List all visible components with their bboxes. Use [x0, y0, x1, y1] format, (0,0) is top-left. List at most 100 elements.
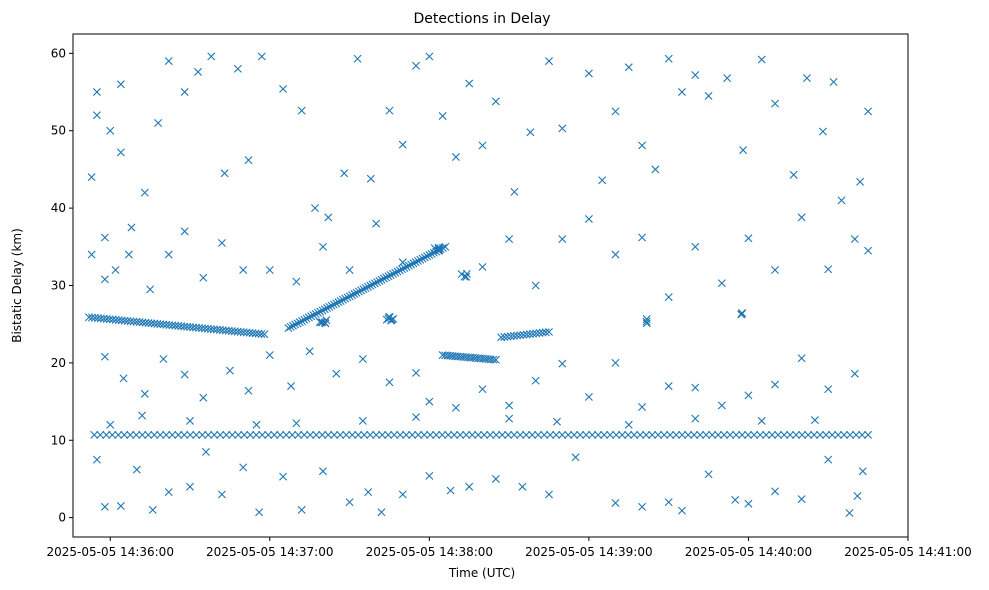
data-point-460 [138, 411, 147, 420]
data-point-376 [558, 235, 567, 244]
y-tick-label-2: 20 [51, 356, 66, 370]
data-point-301 [100, 233, 109, 242]
track-point-182 [402, 430, 411, 439]
data-point-320 [340, 169, 349, 178]
track-point-156 [246, 430, 255, 439]
track-point-223 [648, 430, 657, 439]
data-point-467 [552, 417, 561, 426]
track-point-78 [325, 302, 334, 311]
track-point-237 [732, 430, 741, 439]
track-point-145 [180, 430, 189, 439]
track-point-241 [756, 430, 765, 439]
track-point-81 [332, 299, 341, 308]
x-tick-label-1: 2025-05-05 14:37:00 [206, 545, 333, 559]
data-point-388 [864, 246, 873, 255]
track-point-70 [307, 312, 316, 321]
track-point-132 [102, 430, 111, 439]
track-point-255 [840, 430, 849, 439]
track-point-290 [522, 330, 531, 339]
track-point-235 [720, 430, 729, 439]
track-point-240 [750, 430, 759, 439]
data-point-351 [802, 74, 811, 83]
track-point-297 [545, 327, 553, 336]
track-point-69 [304, 313, 313, 322]
track-point-208 [558, 430, 567, 439]
data-point-326 [425, 52, 434, 61]
data-point-328 [451, 153, 460, 162]
track-point-281 [491, 355, 500, 364]
data-point-443 [518, 482, 527, 491]
data-point-363 [180, 227, 189, 236]
track-point-251 [816, 430, 825, 439]
data-point-314 [244, 156, 253, 165]
track-point-287 [513, 331, 522, 340]
track-point-188 [438, 430, 447, 439]
data-point-442 [491, 474, 500, 483]
data-point-439 [425, 471, 434, 480]
data-point-471 [810, 416, 819, 425]
data-point-420 [850, 369, 859, 378]
track-point-294 [535, 329, 544, 338]
track-point-192 [462, 430, 471, 439]
track-point-134 [114, 430, 123, 439]
data-point-325 [412, 61, 421, 70]
track-point-164 [294, 430, 303, 439]
data-point-311 [207, 52, 216, 61]
track-point-64 [293, 319, 302, 328]
data-point-306 [140, 188, 149, 197]
track-point-79 [327, 301, 336, 310]
chart-title: Detections in Delay [413, 11, 550, 27]
track-point-120 [420, 253, 429, 262]
track-point-144 [174, 430, 183, 439]
data-point-436 [364, 488, 373, 497]
data-point-327 [438, 112, 447, 121]
track-point-221 [636, 430, 645, 439]
x-tick-label-0: 2025-05-05 14:36:00 [47, 545, 174, 559]
data-point-335 [558, 124, 567, 133]
data-point-366 [239, 266, 248, 275]
track-point-170 [330, 430, 339, 439]
track-point-58 [257, 329, 266, 338]
cluster-point-487 [321, 319, 330, 328]
data-point-470 [757, 416, 766, 425]
cluster-point-495 [387, 316, 396, 325]
data-point-372 [398, 258, 407, 267]
track-point-118 [416, 255, 425, 264]
y-tick-label-3: 30 [51, 279, 66, 293]
data-point-317 [297, 106, 306, 115]
track-point-250 [810, 430, 819, 439]
track-point-67 [300, 315, 309, 324]
track-point-68 [302, 314, 311, 323]
track-point-141 [156, 430, 165, 439]
data-point-357 [87, 250, 96, 259]
track-point-200 [510, 430, 519, 439]
track-point-105 [386, 271, 395, 280]
track-point-159 [264, 430, 273, 439]
track-point-207 [552, 430, 561, 439]
data-point-313 [233, 64, 242, 73]
data-point-373 [478, 262, 487, 271]
track-point-102 [379, 274, 388, 283]
data-point-407 [505, 401, 514, 410]
track-point-204 [534, 430, 543, 439]
track-point-87 [345, 292, 354, 301]
track-point-59 [260, 330, 269, 339]
track-point-109 [395, 266, 404, 275]
track-point-61 [286, 322, 295, 331]
data-point-316 [279, 84, 288, 93]
track-point-233 [708, 430, 717, 439]
data-point-355 [856, 177, 865, 186]
data-point-455 [824, 455, 833, 464]
track-point-199 [504, 430, 513, 439]
data-point-419 [824, 385, 833, 394]
track-point-153 [228, 430, 237, 439]
data-point-303 [116, 80, 125, 89]
data-point-429 [217, 490, 226, 499]
track-point-191 [456, 430, 465, 439]
track-point-119 [418, 254, 427, 263]
x-tick-label-4: 2025-05-05 14:40:00 [685, 545, 812, 559]
data-point-339 [624, 63, 633, 72]
track-point-97 [368, 280, 377, 289]
track-point-165 [300, 430, 309, 439]
